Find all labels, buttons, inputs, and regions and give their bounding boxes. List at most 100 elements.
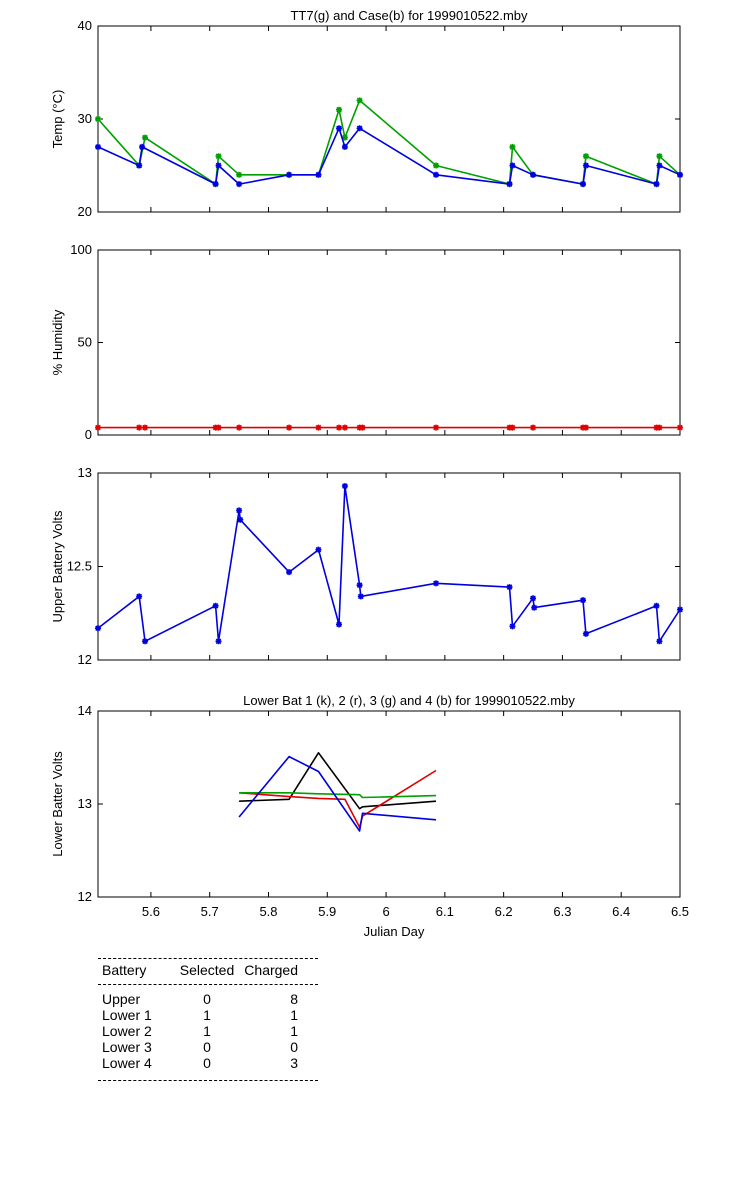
data-point [212,181,219,188]
series-line-2 [97,127,681,185]
data-point [433,162,440,169]
data-point [286,569,293,576]
x-axis-label: Julian Day [364,924,425,939]
series-line-3 [239,791,437,799]
data-point [356,582,363,589]
battery-name: Lower 1 [102,1007,152,1023]
data-point [356,97,363,104]
selected-count: 1 [203,1007,211,1023]
summary-header-selected: Selected [179,962,235,978]
data-point [215,153,222,160]
data-point [656,153,663,160]
selected-count: 0 [203,991,211,1007]
data-point [341,143,348,150]
battery-summary: Battery Selected Charged Upper 0 8 Lower… [98,958,318,1081]
data-point [656,162,663,169]
battery-name: Lower 3 [102,1039,152,1055]
data-point [677,606,683,613]
summary-header-rule [98,984,318,985]
y-axis-label: Upper Battery Volts [50,510,65,622]
data-point [530,595,537,602]
selected-count: 0 [203,1039,211,1055]
y-tick-label: 30 [78,111,92,126]
data-point [530,424,537,431]
data-point [286,424,293,431]
plot-frame-2 [97,249,681,436]
chart-title: TT7(g) and Case(b) for 1999010522.mby [290,8,528,23]
data-point [95,424,101,431]
data-point [142,134,149,141]
plot-frame-1 [97,25,681,213]
data-point [509,162,516,169]
data-point [357,593,364,600]
data-point [506,584,513,591]
data-point [336,424,343,431]
summary-top-rule [98,958,318,959]
y-tick-label: 100 [70,242,92,257]
chart-title: Lower Bat 1 (k), 2 (r), 3 (g) and 4 (b) … [243,693,575,708]
selected-count: 1 [203,1023,211,1039]
summary-row: Lower 4 0 3 [98,1055,318,1080]
y-tick-label: 12 [78,889,92,904]
data-point [336,125,343,132]
x-tick-label: 5.6 [142,904,160,919]
data-point [582,630,589,637]
x-tick-label: 6.5 [671,904,689,919]
y-tick-label: 13 [78,796,92,811]
y-tick-label: 50 [78,335,92,350]
series-line-1 [97,485,681,643]
data-point [582,162,589,169]
x-tick-label: 6 [382,904,389,919]
data-point [433,171,440,178]
data-point [95,116,101,122]
summary-header-battery: Battery [102,962,147,978]
figure: 20 30 40 TT7(g) and Case(b) for 1999010522.… [50,8,689,939]
data-point [215,424,222,431]
charged-count: 8 [290,991,298,1007]
data-point [677,424,683,431]
x-tick-label: 5.9 [318,904,336,919]
y-tick-label: 14 [78,703,92,718]
data-point [95,625,101,632]
data-point [433,424,440,431]
data-point [653,602,660,609]
summary-table: Battery Selected Charged Upper 0 8 Lower… [98,959,318,1080]
data-point [341,483,348,490]
data-point [359,424,366,431]
y-tick-label: 12.5 [67,559,92,574]
data-point [212,602,219,609]
summary-row: Lower 3 0 0 [98,1039,318,1055]
summary-header-charged: Charged [244,962,298,978]
battery-name: Upper [102,991,141,1007]
data-point [656,424,663,431]
selected-count: 0 [203,1055,211,1071]
charged-count: 1 [290,1023,298,1039]
data-point [139,143,146,150]
data-point [582,424,589,431]
data-point [509,623,516,630]
data-point [286,171,293,178]
data-point [136,424,143,431]
data-point [236,424,243,431]
data-point [236,171,243,178]
data-point [506,181,513,188]
data-point [356,125,363,132]
data-point [315,424,322,431]
x-tick-label: 6.4 [612,904,630,919]
charged-count: 3 [290,1055,298,1071]
data-point [653,181,660,188]
data-point [215,162,222,169]
data-point [580,181,586,188]
y-axis-label: % Humidity [50,309,65,375]
data-point [336,106,343,113]
data-point [509,424,516,431]
data-point [433,580,440,587]
x-tick-label: 6.3 [553,904,571,919]
data-point [136,593,143,600]
y-tick-label: 0 [85,427,92,442]
y-tick-label: 13 [78,465,92,480]
charged-count: 0 [290,1039,298,1055]
summary-row: Lower 1 1 1 [98,1007,318,1023]
series-line-4 [238,755,437,832]
data-point [237,516,244,523]
